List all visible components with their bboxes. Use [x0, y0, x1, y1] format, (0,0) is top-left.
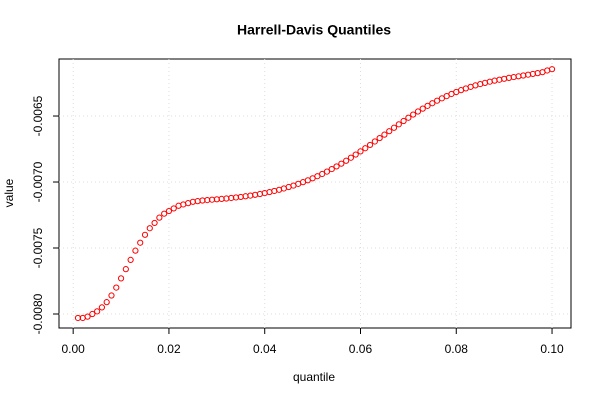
data-point — [89, 310, 96, 318]
data-point — [352, 151, 359, 158]
y-tick-label: -0.0070 — [31, 161, 45, 202]
data-point — [156, 214, 163, 221]
data-point — [410, 111, 417, 118]
data-point — [343, 157, 350, 164]
data-point — [405, 114, 412, 121]
data-point — [165, 207, 173, 215]
data-point — [434, 97, 441, 104]
y-axis-label: value — [2, 178, 16, 207]
data-point — [122, 266, 129, 273]
data-point — [548, 66, 556, 73]
data-point — [328, 165, 335, 173]
data-point — [137, 239, 144, 246]
x-tick-label: 0.00 — [61, 342, 85, 356]
data-point — [438, 95, 445, 102]
data-point — [381, 131, 388, 138]
data-point — [386, 128, 393, 135]
data-point — [323, 168, 331, 175]
data-point — [414, 108, 422, 115]
data-point — [395, 121, 402, 128]
x-axis-label: quantile — [293, 370, 335, 384]
data-point — [98, 304, 106, 311]
x-tick-label: 0.10 — [540, 342, 564, 356]
data-point — [362, 145, 369, 152]
data-point — [347, 154, 355, 161]
data-point — [132, 247, 139, 254]
data-point — [419, 105, 426, 112]
y-tick-label: -0.0065 — [31, 95, 45, 136]
x-tick-label: 0.08 — [445, 342, 469, 356]
chart-title: Harrell-Davis Quantiles — [237, 22, 391, 38]
data-point — [366, 141, 374, 149]
data-point — [314, 173, 321, 180]
x-tick-label: 0.06 — [349, 342, 373, 356]
data-point — [161, 210, 168, 217]
data-point — [146, 225, 153, 232]
data-point — [117, 275, 125, 282]
data-point — [429, 100, 436, 107]
data-point — [333, 163, 340, 170]
data-point — [357, 148, 364, 155]
data-point — [127, 256, 134, 263]
data-point — [424, 102, 431, 109]
y-tick-label: -0.0080 — [31, 293, 45, 334]
data-point — [141, 231, 149, 238]
data-point — [496, 76, 503, 83]
data-point — [170, 205, 177, 212]
data-point — [390, 124, 398, 131]
data-point — [491, 77, 498, 84]
data-point — [94, 308, 101, 315]
plot-frame — [58, 58, 572, 329]
x-tick-label: 0.04 — [253, 342, 277, 356]
data-point — [103, 299, 110, 306]
y-tick-label: -0.0075 — [31, 227, 45, 268]
data-point — [338, 160, 345, 167]
data-point — [501, 75, 508, 82]
data-point — [84, 313, 91, 320]
data-point — [108, 292, 115, 299]
data-point — [371, 138, 378, 145]
x-tick-label: 0.02 — [157, 342, 181, 356]
data-point — [376, 134, 383, 142]
data-point — [400, 117, 407, 125]
data-point — [113, 284, 120, 291]
data-point — [151, 219, 158, 227]
data-point — [319, 170, 326, 178]
